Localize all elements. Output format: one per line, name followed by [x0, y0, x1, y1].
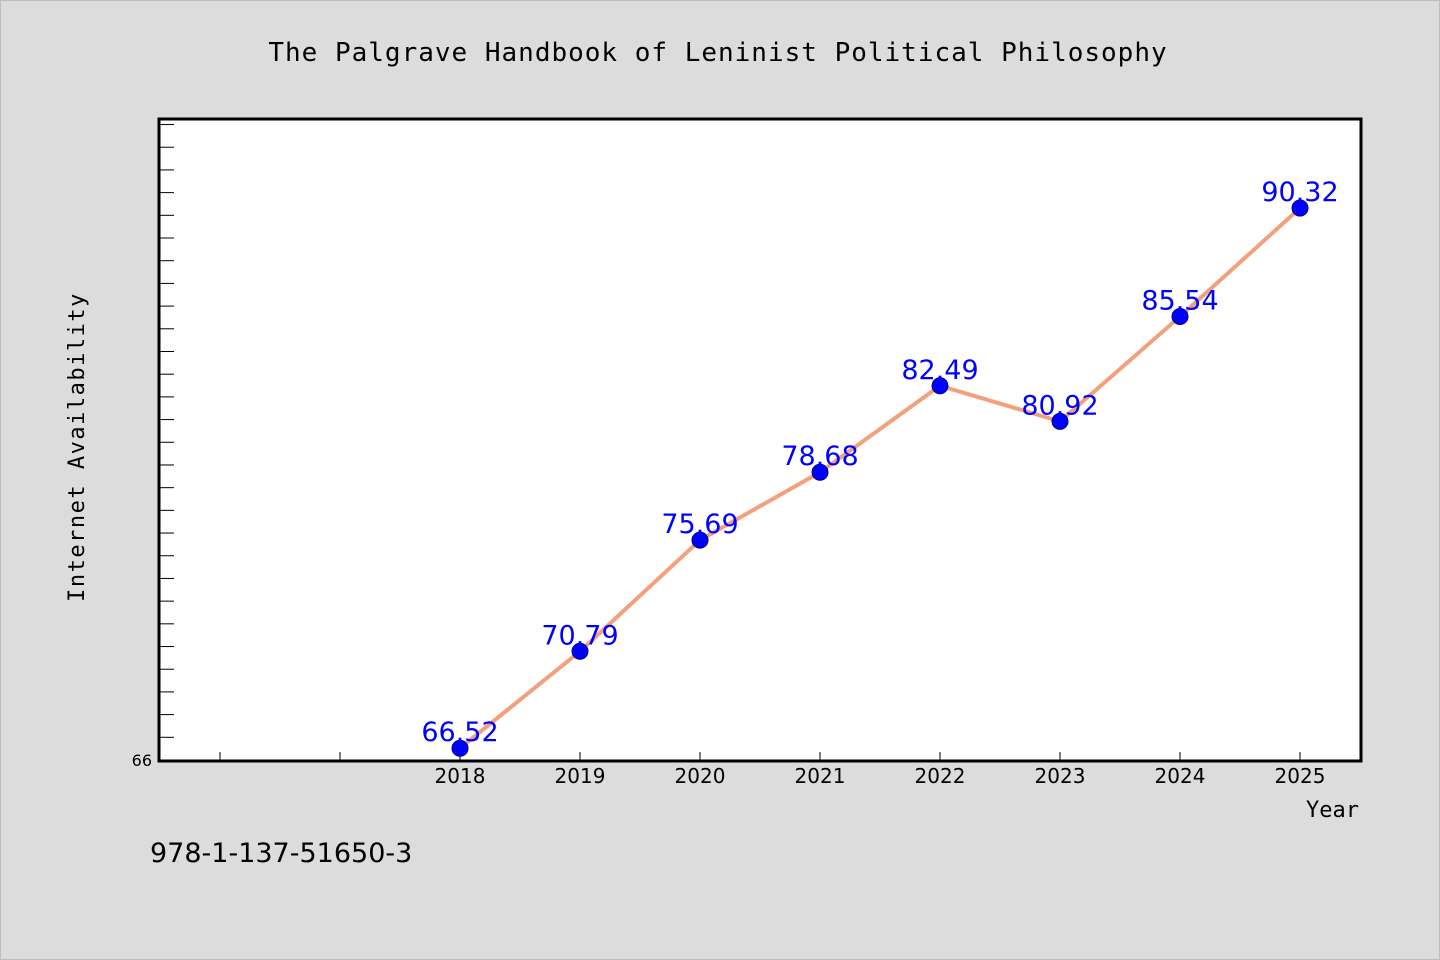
- series-line: [458, 206, 1302, 751]
- data-label: 75.69: [661, 509, 738, 540]
- data-label: 80.92: [1021, 390, 1098, 421]
- data-point-marker: [931, 377, 949, 395]
- x-tick-label: 2020: [675, 764, 726, 788]
- data-label: 90.32: [1261, 177, 1338, 208]
- x-tick-label: 2025: [1275, 764, 1326, 788]
- data-point-marker: [451, 739, 469, 757]
- data-label: 82.49: [901, 355, 978, 386]
- data-label: 85.54: [1141, 286, 1218, 317]
- data-label: 66.52: [421, 717, 498, 748]
- data-point-marker: [571, 642, 589, 660]
- x-axis-ticks: 2018 2019 2020 2021 2022 2023 2024 2025: [219, 752, 1326, 788]
- x-tick-label: 2021: [795, 764, 846, 788]
- data-label: 78.68: [781, 441, 858, 472]
- x-tick-label: 2019: [555, 764, 606, 788]
- data-label: 70.79: [541, 620, 618, 651]
- data-point-marker: [691, 531, 709, 549]
- x-axis-label: Year: [1306, 798, 1359, 823]
- data-point-marker: [1171, 308, 1189, 326]
- y-axis-label: Internet Availability: [65, 292, 90, 602]
- x-tick-label: 2024: [1155, 764, 1206, 788]
- y-tick-label: 66: [132, 751, 152, 770]
- x-tick-label: 2022: [915, 764, 966, 788]
- chart-title: The Palgrave Handbook of Leninist Politi…: [268, 38, 1167, 68]
- series-group: 66.52 70.79 75.69 78.68 82.49 80.92 85.54 90.32: [421, 177, 1339, 757]
- isbn-text: 978-1-137-51650-3: [150, 838, 412, 869]
- data-point-marker: [1051, 412, 1069, 430]
- data-point-marker: [811, 463, 829, 481]
- x-tick-label: 2023: [1035, 764, 1086, 788]
- y-axis-ticks: 66: [132, 124, 174, 770]
- data-point-marker: [1291, 199, 1309, 217]
- plot-area: [157, 117, 1363, 763]
- x-tick-label: 2018: [435, 764, 486, 788]
